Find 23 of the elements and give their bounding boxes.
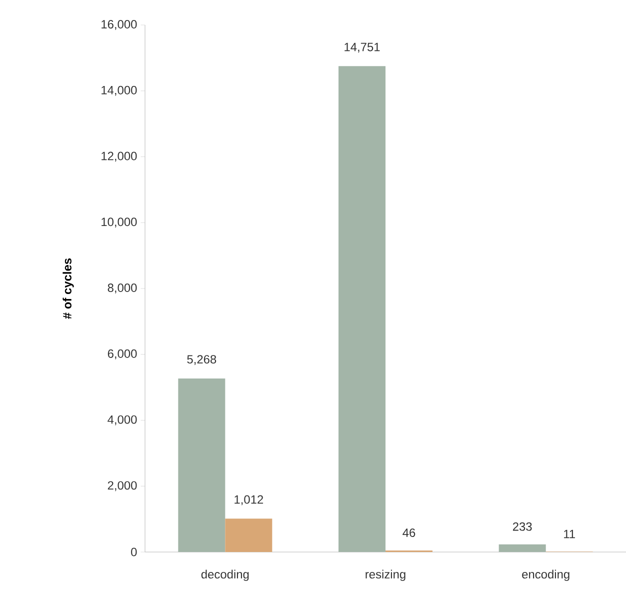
y-tick-label: 2,000 bbox=[108, 481, 137, 492]
y-tick-label: 6,000 bbox=[108, 349, 137, 360]
x-tick-label: resizing bbox=[366, 570, 406, 581]
bar bbox=[338, 66, 386, 552]
bar bbox=[178, 378, 226, 552]
y-tick-label: 12,000 bbox=[102, 152, 137, 162]
y-tick-label: 0 bbox=[131, 548, 137, 556]
data-label: 46 bbox=[402, 528, 416, 537]
y-tick-label: 8,000 bbox=[108, 284, 137, 294]
y-tick-label: 14,000 bbox=[102, 86, 137, 96]
x-tick-label: encoding bbox=[522, 570, 570, 581]
y-tick-label: 16,000 bbox=[102, 20, 137, 30]
data-label: 1,012 bbox=[234, 495, 264, 506]
bar bbox=[225, 518, 272, 552]
data-label: 233 bbox=[512, 522, 532, 531]
data-label: 5,268 bbox=[187, 355, 216, 365]
y-axis-title: # of cycles bbox=[62, 258, 74, 319]
bar bbox=[498, 544, 546, 552]
y-tick-label: 10,000 bbox=[102, 218, 137, 228]
y-tick-label: 4,000 bbox=[108, 415, 137, 426]
x-tick-label: decoding bbox=[201, 570, 249, 581]
data-label: 11 bbox=[564, 530, 575, 538]
data-label: 14,751 bbox=[344, 42, 380, 53]
